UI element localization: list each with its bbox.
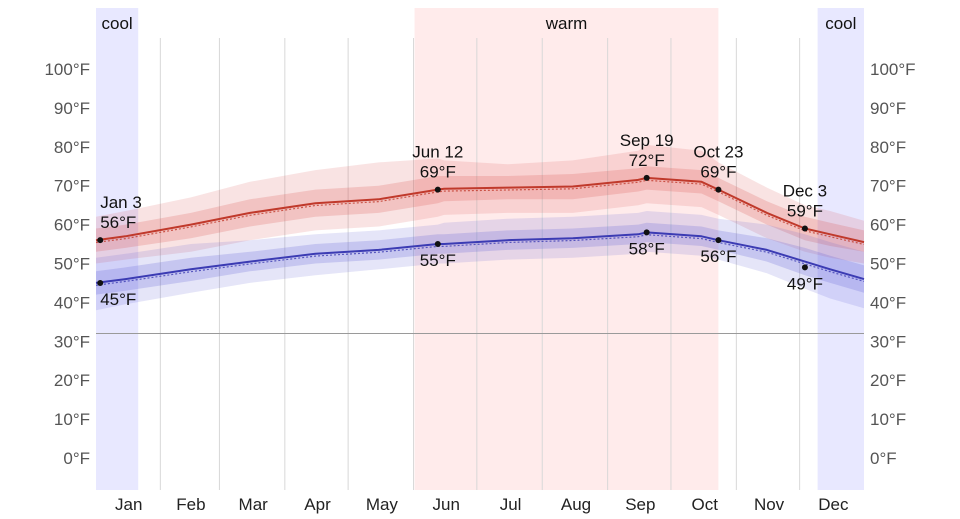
month-label-apr: Apr xyxy=(304,495,331,514)
y-tick-left-10: 10°F xyxy=(54,410,90,429)
y-tick-left-40: 40°F xyxy=(54,293,90,312)
axis-layer: 0°F 0°F 10°F 10°F 20°F 20°F 30°F 30°F 40°F 40°F 50… xyxy=(44,60,915,514)
band-inner-low xyxy=(96,222,864,295)
y-tick-right-70: 70°F xyxy=(870,177,906,196)
grid-layer xyxy=(96,38,864,490)
annotation-date-jan-3: Jan 3 xyxy=(100,193,142,212)
y-tick-right-10: 10°F xyxy=(870,410,906,429)
annotation-value-2: 69°F xyxy=(420,163,456,182)
annotation-value-6: 69°F xyxy=(700,163,736,182)
y-tick-right-60: 60°F xyxy=(870,216,906,235)
y-tick-left-50: 50°F xyxy=(54,255,90,274)
season-layer: cool warm cool xyxy=(96,8,864,490)
season-band-cool-0 xyxy=(96,8,139,490)
month-label-may: May xyxy=(366,495,399,514)
month-label-oct: Oct xyxy=(691,495,718,514)
y-tick-left-90: 90°F xyxy=(54,99,90,118)
y-tick-left-30: 30°F xyxy=(54,332,90,351)
annotation-date-jun-12: Jun 12 xyxy=(412,143,463,162)
month-label-mar: Mar xyxy=(239,495,269,514)
month-label-jun: Jun xyxy=(433,495,460,514)
annotation-date-dec-3: Dec 3 xyxy=(783,181,827,200)
y-tick-right-80: 80°F xyxy=(870,138,906,157)
y-tick-right-40: 40°F xyxy=(870,293,906,312)
annotation-point-9 xyxy=(801,264,808,271)
season-band-warm-1 xyxy=(414,8,719,490)
band-outer-high xyxy=(96,144,864,264)
band-inner-high xyxy=(96,166,864,252)
season-band-cool-2 xyxy=(817,8,864,490)
y-tick-left-100: 100°F xyxy=(44,60,90,79)
y-tick-right-50: 50°F xyxy=(870,255,906,274)
annotation-point-5 xyxy=(643,229,650,236)
month-label-aug: Aug xyxy=(561,495,591,514)
y-tick-right-100: 100°F xyxy=(870,60,916,79)
annotation-value-4: 72°F xyxy=(629,151,665,170)
annotation-point-1 xyxy=(97,279,104,286)
annotation-value-0: 56°F xyxy=(100,213,136,232)
y-tick-right-30: 30°F xyxy=(870,332,906,351)
annotation-point-6 xyxy=(715,186,722,193)
month-label-jan: Jan xyxy=(115,495,142,514)
month-label-feb: Feb xyxy=(176,495,205,514)
annotation-point-3 xyxy=(434,241,441,248)
y-tick-right-0: 0°F xyxy=(870,449,897,468)
annotation-value-3: 55°F xyxy=(420,251,456,270)
y-tick-left-60: 60°F xyxy=(54,216,90,235)
annotation-point-7 xyxy=(715,237,722,244)
annotation-point-4 xyxy=(643,174,650,181)
line-low xyxy=(95,231,865,284)
annotation-date-oct-23: Oct 23 xyxy=(693,143,743,162)
annotation-point-2 xyxy=(434,186,441,193)
line-dotted-high xyxy=(95,179,865,245)
y-tick-right-20: 20°F xyxy=(870,371,906,390)
line-high xyxy=(95,176,865,244)
annotation-value-9: 49°F xyxy=(787,274,823,293)
annotation-value-1: 45°F xyxy=(100,290,136,309)
y-tick-right-90: 90°F xyxy=(870,99,906,118)
y-tick-left-70: 70°F xyxy=(54,177,90,196)
y-tick-left-80: 80°F xyxy=(54,138,90,157)
line-dotted-low xyxy=(95,234,865,286)
y-tick-left-20: 20°F xyxy=(54,371,90,390)
band-layer xyxy=(96,144,864,311)
annotation-value-5: 58°F xyxy=(629,239,665,258)
month-label-jul: Jul xyxy=(500,495,522,514)
annotation-point-8 xyxy=(801,225,808,232)
month-label-dec: Dec xyxy=(818,495,849,514)
line-layer xyxy=(95,176,865,286)
season-label-cool-0: cool xyxy=(102,14,133,33)
annotation-value-8: 59°F xyxy=(787,201,823,220)
y-tick-left-0: 0°F xyxy=(63,449,90,468)
annotation-value-7: 56°F xyxy=(700,247,736,266)
band-outer-low xyxy=(96,211,864,311)
month-label-sep: Sep xyxy=(625,495,655,514)
annotation-date-sep-19: Sep 19 xyxy=(620,131,674,150)
annotation-point-0 xyxy=(97,237,104,244)
season-label-cool-2: cool xyxy=(825,14,856,33)
season-label-warm-1: warm xyxy=(545,14,588,33)
month-label-nov: Nov xyxy=(754,495,785,514)
